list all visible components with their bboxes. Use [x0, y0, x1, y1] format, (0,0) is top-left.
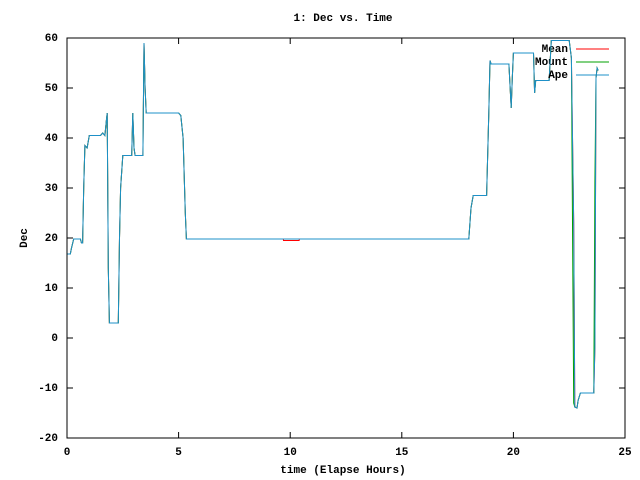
y-tick-label: 10 — [45, 283, 58, 295]
y-tick-label: 20 — [45, 233, 58, 245]
x-axis-label: time (Elapse Hours) — [280, 465, 405, 477]
legend-label: Mount — [535, 57, 568, 69]
x-tick-label: 20 — [507, 447, 520, 459]
plot-border — [66, 37, 626, 439]
x-tick-label: 0 — [64, 447, 71, 459]
x-tick-label: 25 — [618, 447, 632, 459]
y-tick-label: 60 — [45, 33, 58, 45]
y-tick-label: 30 — [45, 183, 58, 195]
data-line — [67, 40, 599, 409]
x-tick-label: 5 — [175, 447, 182, 459]
legend-label: Ape — [548, 70, 568, 82]
y-tick-label: -20 — [38, 433, 58, 445]
legend-label: Mean — [542, 44, 568, 56]
y-tick-label: 50 — [45, 83, 58, 95]
y-tick-label: -10 — [38, 383, 58, 395]
y-tick-label: 0 — [51, 333, 58, 345]
x-tick-label: 10 — [284, 447, 297, 459]
x-tick-label: 15 — [395, 447, 409, 459]
chart-title: 1: Dec vs. Time — [293, 13, 392, 25]
data-line — [67, 40, 599, 409]
data-line — [67, 40, 599, 409]
y-tick-label: 40 — [45, 133, 58, 145]
y-axis-label: Dec — [19, 228, 31, 248]
